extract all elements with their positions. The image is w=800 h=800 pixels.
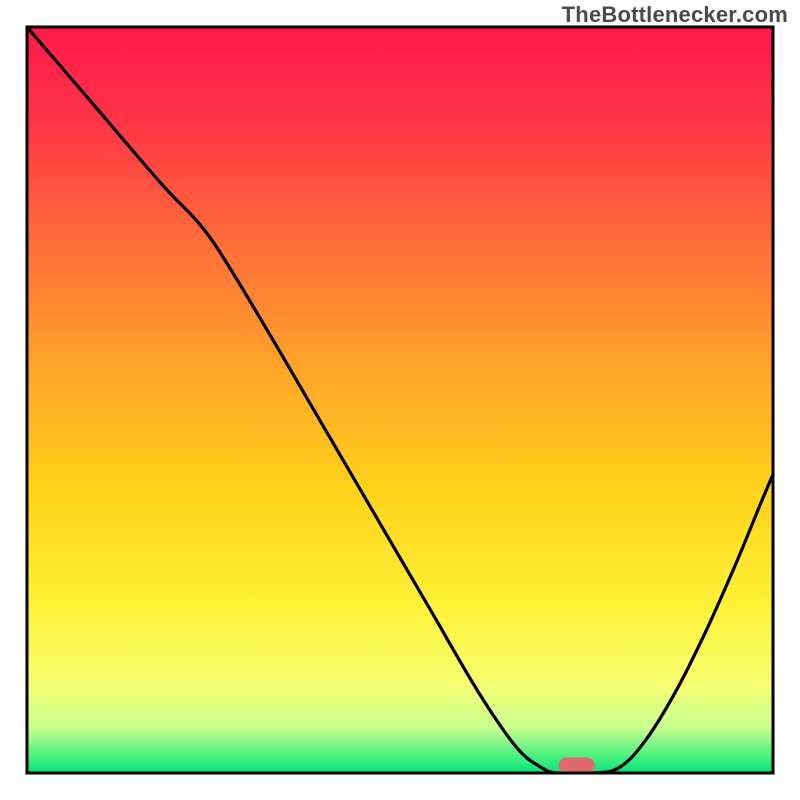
watermark-text: TheBottlenecker.com: [562, 2, 788, 28]
bottleneck-curve-chart: [0, 0, 800, 800]
chart-container: TheBottlenecker.com: [0, 0, 800, 800]
optimal-range-marker: [559, 758, 595, 774]
plot-background: [27, 27, 773, 773]
